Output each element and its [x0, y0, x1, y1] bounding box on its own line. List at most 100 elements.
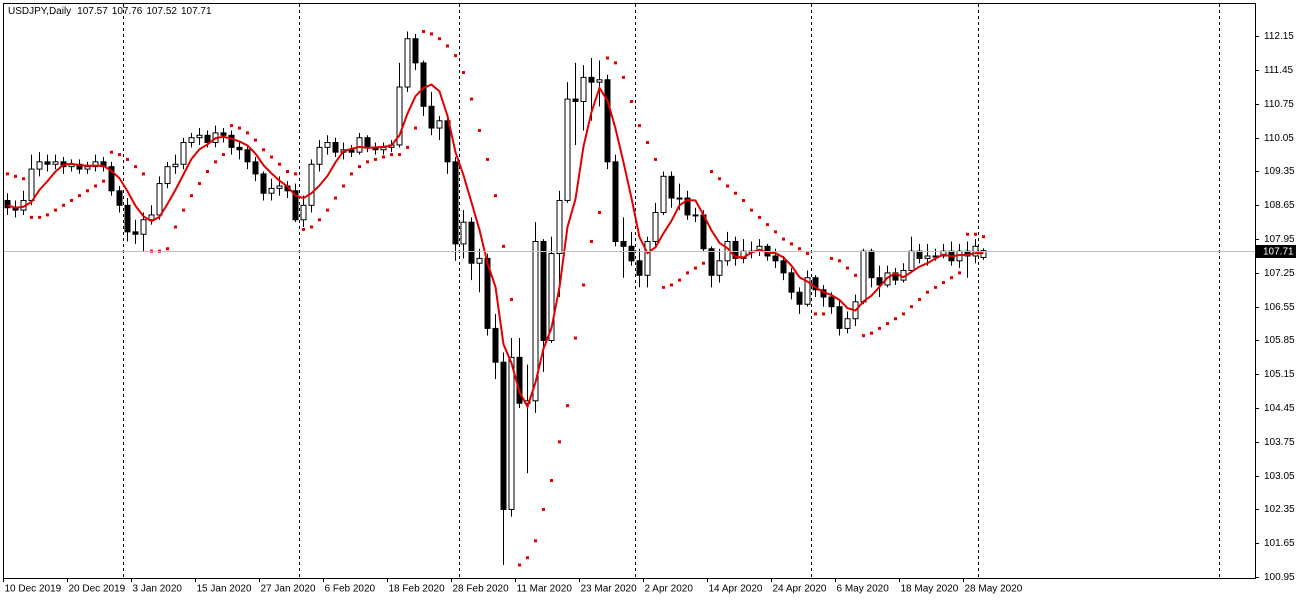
- sar-dot: [862, 334, 865, 338]
- x-tick-label: 18 Feb 2020: [389, 584, 446, 595]
- sar-dot: [534, 539, 537, 543]
- candle-body: [364, 137, 371, 148]
- sar-dot: [550, 478, 553, 482]
- sar-dot: [126, 157, 129, 161]
- x-tick-label: 18 May 2020: [901, 584, 959, 595]
- sar-dot: [606, 56, 609, 60]
- sar-dot: [766, 223, 769, 227]
- candle-body: [876, 277, 883, 286]
- sar-dot: [566, 404, 569, 408]
- candle-body: [684, 197, 691, 216]
- sar-dot: [630, 99, 633, 103]
- candle-body: [228, 134, 235, 148]
- moving-average-line: [7, 83, 984, 410]
- sar-dot: [502, 244, 505, 248]
- candle-body: [356, 137, 363, 153]
- candle-body: [436, 120, 443, 129]
- candle-body: [828, 296, 835, 308]
- y-tick-label: 110.75: [1264, 99, 1294, 110]
- sar-dot: [510, 297, 513, 301]
- sar-dot: [870, 331, 873, 335]
- candle-body: [84, 166, 91, 170]
- y-tick-label: 105.15: [1264, 369, 1295, 380]
- sar-dot: [710, 169, 713, 173]
- candle-body: [588, 76, 595, 83]
- sar-dot: [414, 126, 417, 130]
- sar-dot: [142, 172, 145, 176]
- candle-body: [292, 190, 299, 221]
- candle-body: [644, 240, 651, 276]
- last-open: 107.57: [77, 6, 108, 17]
- x-tick-label: 24 Apr 2020: [773, 584, 827, 595]
- sar-dot: [670, 283, 673, 287]
- candle-body: [788, 272, 795, 293]
- candle-body: [924, 255, 931, 259]
- sar-dot: [254, 138, 257, 142]
- sar-dot: [654, 157, 657, 161]
- candle-body: [276, 185, 283, 189]
- sar-dot: [526, 556, 529, 560]
- sar-dot: [270, 155, 273, 159]
- candle-body: [844, 318, 851, 329]
- sar-dot: [942, 281, 945, 285]
- sar-dot: [70, 198, 73, 202]
- x-tick-label: 10 Dec 2019: [5, 584, 62, 595]
- sar-dot: [950, 276, 953, 280]
- candle-body: [716, 260, 723, 276]
- sar-dot: [94, 184, 97, 188]
- x-tick-label: 28 May 2020: [965, 584, 1023, 595]
- sar-dot: [286, 169, 289, 173]
- candle-body: [172, 163, 179, 168]
- sar-dot: [30, 215, 33, 219]
- sar-dot: [262, 148, 265, 152]
- candle-body: [668, 175, 675, 199]
- candle-body: [196, 134, 203, 139]
- candle-body: [156, 183, 163, 216]
- sar-dot: [46, 213, 49, 217]
- sar-dot: [686, 271, 689, 275]
- sar-dot: [278, 162, 281, 166]
- candle-body: [132, 231, 139, 235]
- sar-dot: [438, 37, 441, 41]
- sar-dot: [230, 124, 233, 128]
- parabolic-sar: [6, 29, 985, 567]
- y-tick-label: 104.45: [1264, 403, 1295, 414]
- sar-dot: [974, 232, 977, 236]
- candle-body: [572, 98, 579, 102]
- sar-dot: [134, 165, 137, 169]
- sar-dot: [62, 203, 65, 207]
- candle-body: [140, 219, 147, 235]
- candle-body: [44, 161, 51, 165]
- sar-dot: [758, 215, 761, 219]
- sar-dot: [334, 196, 337, 200]
- y-tick-label: 106.55: [1264, 302, 1295, 313]
- sar-dot: [542, 507, 545, 511]
- sar-dot: [750, 208, 753, 212]
- sar-dot: [206, 169, 209, 173]
- sar-dot: [558, 440, 561, 444]
- sar-dot: [422, 29, 425, 33]
- sar-dot: [174, 225, 177, 229]
- candle-body: [428, 105, 435, 129]
- sar-dot: [662, 285, 665, 289]
- y-tick-label: 107.95: [1264, 234, 1295, 245]
- sar-dot: [574, 336, 577, 340]
- sar-dot: [614, 61, 617, 65]
- sar-dot: [350, 172, 353, 176]
- sar-dot: [814, 312, 817, 316]
- candle-body: [732, 240, 739, 259]
- y-tick-label: 108.65: [1264, 200, 1295, 211]
- candle-body: [660, 175, 667, 214]
- candle-body: [332, 142, 339, 153]
- sar-dot: [22, 177, 25, 181]
- candle-body: [908, 250, 915, 271]
- x-tick-label: 23 Mar 2020: [581, 584, 638, 595]
- chart-title: USDJPY,Daily: [8, 6, 71, 17]
- candle-body: [204, 134, 211, 144]
- candle-body: [28, 168, 35, 201]
- sar-dot: [246, 131, 249, 135]
- sar-dot: [494, 194, 497, 198]
- sar-dot: [798, 247, 801, 251]
- sar-dot: [318, 218, 321, 222]
- candle-body: [604, 79, 611, 163]
